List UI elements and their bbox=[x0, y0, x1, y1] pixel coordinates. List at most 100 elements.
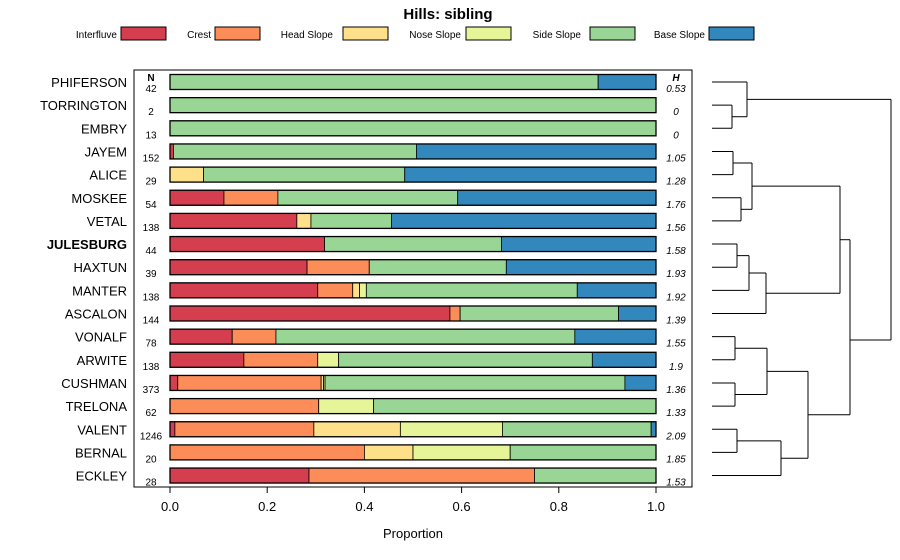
row-valent: VALENT 1246 2.09 bbox=[77, 421, 686, 442]
h-value: 1.56 bbox=[666, 223, 686, 234]
legend-swatch-head-slope bbox=[342, 26, 389, 41]
n-value: 138 bbox=[143, 223, 160, 234]
bar-segment-side-slope bbox=[459, 305, 619, 322]
bar-segment-base-slope bbox=[416, 143, 657, 160]
h-value: 1.53 bbox=[666, 478, 686, 489]
category-label: TORRINGTON bbox=[40, 98, 127, 113]
bar-segment-base-slope bbox=[574, 328, 657, 345]
bar-segment-base-slope bbox=[591, 351, 657, 368]
bar-outline bbox=[169, 305, 657, 322]
bar-segment-interfluve bbox=[169, 305, 451, 322]
bar-segment-base-slope bbox=[618, 305, 657, 322]
bar-segment-crest bbox=[449, 305, 461, 322]
row-julesburg: JULESBURG 44 1.58 bbox=[47, 235, 686, 257]
n-value: 28 bbox=[145, 478, 157, 489]
bar-outline bbox=[169, 189, 657, 206]
n-value: 29 bbox=[145, 177, 157, 188]
category-label: BERNAL bbox=[75, 445, 127, 460]
category-label: MANTER bbox=[72, 283, 127, 298]
row-phiferson: PHIFERSON 42 0.53 bbox=[51, 73, 686, 95]
category-label: TRELONA bbox=[66, 399, 128, 414]
bar-segment-side-slope bbox=[509, 444, 657, 461]
x-axis: 0.0 0.2 0.4 0.6 0.8 1.0 bbox=[161, 487, 665, 514]
h-value: 0.53 bbox=[666, 84, 686, 95]
n-value: 1246 bbox=[140, 431, 163, 442]
bar-segment-interfluve bbox=[169, 375, 179, 391]
bar-segment-side-slope bbox=[169, 97, 657, 114]
category-label: ALICE bbox=[89, 168, 127, 183]
bar-segment-base-slope bbox=[501, 236, 657, 252]
bar-outline bbox=[169, 120, 657, 137]
n-value: 152 bbox=[143, 153, 160, 164]
bar-segment-interfluve bbox=[169, 421, 176, 438]
category-label: ARWITE bbox=[77, 353, 128, 368]
n-value: 373 bbox=[143, 385, 160, 396]
row-jayem: JAYEM 152 1.05 bbox=[85, 143, 686, 164]
bar-segment-crest bbox=[306, 259, 370, 276]
bar-outline bbox=[169, 421, 657, 438]
h-value: 1.36 bbox=[666, 385, 686, 396]
legend-label-head-slope: Head Slope bbox=[281, 30, 334, 41]
category-label: ECKLEY bbox=[76, 469, 128, 484]
h-value: 1.76 bbox=[666, 200, 686, 211]
h-value: 1.05 bbox=[666, 153, 686, 164]
n-value: 44 bbox=[145, 246, 157, 257]
n-value: 20 bbox=[145, 454, 157, 465]
x-tick-label: 0.8 bbox=[550, 499, 568, 514]
bar-outline bbox=[169, 444, 657, 461]
category-label: ASCALON bbox=[65, 307, 127, 322]
n-value: 78 bbox=[145, 339, 157, 350]
bar-segment-side-slope bbox=[534, 467, 657, 484]
row-torrington: TORRINGTON 2 0 bbox=[40, 97, 679, 118]
bar-outline bbox=[169, 166, 657, 183]
bar-outline bbox=[169, 467, 657, 484]
n-value: 39 bbox=[145, 269, 157, 280]
bar-outline bbox=[169, 397, 657, 415]
row-moskee: MOSKEE 54 1.76 bbox=[71, 189, 686, 211]
bar-outline bbox=[169, 282, 657, 299]
bar-segment-crest bbox=[243, 351, 319, 368]
h-value: 1.58 bbox=[666, 246, 686, 257]
bar-outline bbox=[169, 351, 657, 368]
bar-segment-base-slope bbox=[576, 282, 657, 299]
bar-outline bbox=[169, 235, 657, 253]
row-vonalf: VONALF 78 1.55 bbox=[75, 328, 686, 350]
bar-segment-side-slope bbox=[324, 236, 502, 252]
bar-segment-nose-slope bbox=[399, 421, 503, 438]
bar-segment-interfluve bbox=[169, 328, 233, 345]
n-value: 138 bbox=[143, 362, 160, 373]
bar-segment-interfluve bbox=[169, 259, 308, 276]
bar-segment-side-slope bbox=[275, 328, 576, 345]
bar-segment-base-slope bbox=[457, 189, 657, 206]
legend-label-interfluve: Interfluve bbox=[76, 30, 118, 41]
bar-segment-interfluve bbox=[169, 236, 325, 252]
h-value: 0 bbox=[673, 130, 679, 141]
bar-segment-interfluve bbox=[169, 467, 310, 484]
h-value: 1.9 bbox=[669, 362, 683, 373]
h-value: 0 bbox=[673, 107, 679, 118]
bar-segment-interfluve bbox=[169, 189, 225, 206]
legend-label-nose-slope: Nose Slope bbox=[409, 30, 461, 41]
bar-segment-nose-slope bbox=[317, 351, 340, 368]
category-label: VONALF bbox=[75, 330, 127, 345]
n-value: 62 bbox=[145, 408, 157, 419]
x-tick-label: 0.0 bbox=[161, 499, 179, 514]
category-label: VETAL bbox=[87, 214, 127, 229]
legend: Interfluve Crest Head Slope Nose Slope Side … bbox=[76, 26, 755, 41]
bar-segment-base-slope bbox=[505, 259, 657, 276]
x-axis-label: Proportion bbox=[383, 526, 443, 541]
bar-segment-side-slope bbox=[365, 282, 578, 299]
row-cushman: CUSHMAN 373 1.36 bbox=[61, 374, 686, 396]
bar-segment-side-slope bbox=[203, 166, 406, 183]
bar-outline bbox=[169, 97, 657, 114]
bar-segment-base-slope bbox=[597, 74, 657, 90]
legend-swatch-side-slope bbox=[589, 26, 636, 41]
bar-segment-head-slope bbox=[352, 282, 360, 299]
x-tick-label: 0.4 bbox=[355, 499, 373, 514]
h-value: 1.92 bbox=[666, 292, 686, 303]
bar-outline bbox=[169, 328, 657, 345]
legend-swatch-base-slope bbox=[708, 26, 755, 41]
x-tick-label: 0.2 bbox=[258, 499, 276, 514]
bar-segment-crest bbox=[169, 444, 365, 461]
